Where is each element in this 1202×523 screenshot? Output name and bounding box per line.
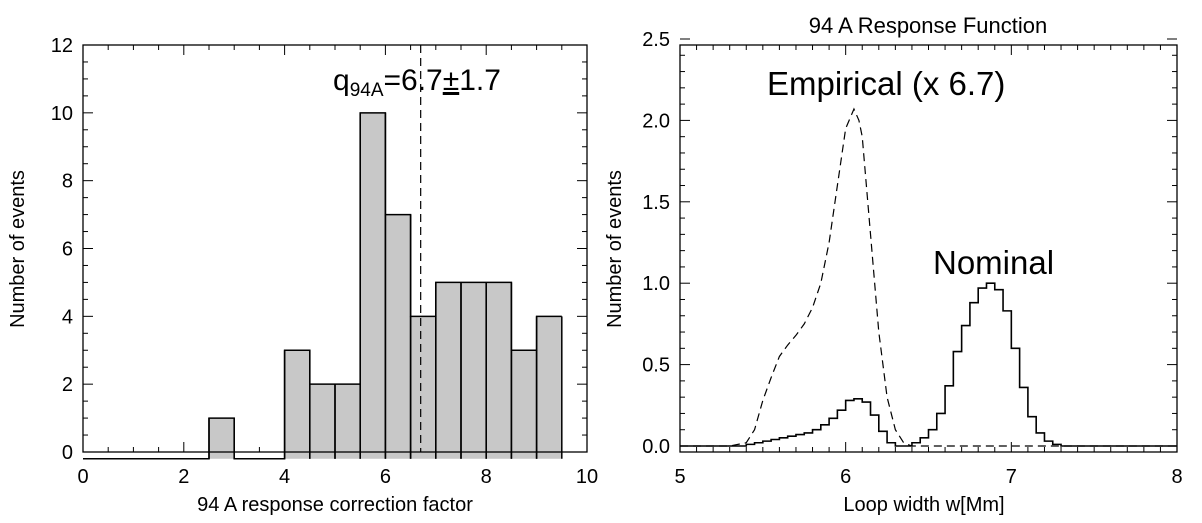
response-function-x-tick-label: 5 bbox=[674, 466, 685, 488]
histogram-bar bbox=[335, 384, 361, 459]
histogram-y-tick-label: 0 bbox=[62, 442, 73, 464]
histogram-x-tick-label: 0 bbox=[77, 466, 88, 488]
response-function-x-tick-label: 6 bbox=[840, 466, 851, 488]
histogram-y-axis-label: Number of events bbox=[7, 170, 29, 328]
histogram-x-axis-label: 94 A response correction factor bbox=[197, 494, 473, 516]
response-function-y-axis-label: Number of events bbox=[604, 170, 626, 328]
histogram-bar bbox=[435, 282, 461, 459]
response-function-panel: 94 A Response Function 5 6 7 8 0.0 0.5 1.0 1.5… bbox=[604, 13, 1183, 516]
response-function-y-tick-label: 1.5 bbox=[642, 192, 670, 214]
histogram-bar bbox=[486, 282, 512, 459]
nominal-curve-label: Nominal bbox=[933, 244, 1054, 281]
response-function-y-tick-label: 2.5 bbox=[642, 29, 670, 51]
response-function-x-tick-label: 7 bbox=[1006, 466, 1017, 488]
response-function-y-tick-label: 0.0 bbox=[642, 436, 670, 458]
response-function-frame bbox=[679, 44, 1178, 453]
histogram-bar bbox=[360, 112, 386, 459]
response-function-y-tick-label: 0.5 bbox=[642, 355, 670, 377]
empirical-dashed-curve bbox=[680, 107, 1177, 447]
response-function-x-axis-label: Loop width w[Mm] bbox=[843, 494, 1004, 516]
response-function-ticks bbox=[679, 38, 1178, 452]
histogram-y-tick-label: 10 bbox=[51, 103, 73, 125]
histogram-x-tick-label: 4 bbox=[279, 466, 290, 488]
histogram-y-tick-label: 8 bbox=[62, 171, 73, 193]
histogram-bar bbox=[209, 418, 235, 459]
nominal-step-curve bbox=[680, 282, 1177, 447]
response-function-title: 94 A Response Function bbox=[809, 13, 1048, 38]
histogram-bar bbox=[536, 316, 562, 459]
histogram-y-tick-labels: 0 2 4 6 8 10 12 bbox=[51, 35, 73, 464]
histogram-bar bbox=[309, 384, 335, 459]
histogram-y-tick-label: 6 bbox=[62, 239, 73, 261]
response-function-y-tick-label: 2.0 bbox=[642, 110, 670, 132]
histogram-y-tick-label: 2 bbox=[62, 374, 73, 396]
histogram-bar bbox=[410, 316, 436, 459]
response-function-x-tick-labels: 5 6 7 8 bbox=[674, 466, 1182, 488]
histogram-y-tick-label: 12 bbox=[51, 35, 73, 57]
histogram-bars bbox=[208, 112, 563, 459]
response-function-y-tick-labels: 0.0 0.5 1.0 1.5 2.0 2.5 bbox=[642, 29, 670, 458]
histogram-outline bbox=[83, 112, 562, 460]
response-function-y-tick-label: 1.0 bbox=[642, 273, 670, 295]
histogram-bar bbox=[461, 282, 487, 459]
empirical-curve-label: Empirical (x 6.7) bbox=[767, 65, 1005, 102]
histogram-bar bbox=[385, 214, 411, 459]
histogram-bar bbox=[511, 350, 537, 459]
histogram-bar bbox=[284, 350, 310, 459]
histogram-x-tick-label: 2 bbox=[178, 466, 189, 488]
response-function-x-tick-label: 8 bbox=[1171, 466, 1182, 488]
histogram-panel: 0 2 4 6 8 10 0 2 4 6 8 10 12 94 A response correcti… bbox=[7, 35, 598, 516]
histogram-ticks bbox=[82, 44, 588, 453]
histogram-x-tick-label: 10 bbox=[576, 466, 598, 488]
histogram-x-tick-labels: 0 2 4 6 8 10 bbox=[77, 466, 598, 488]
histogram-x-tick-label: 6 bbox=[380, 466, 391, 488]
correction-factor-annotation: q94A=6.7±1.7 bbox=[333, 64, 501, 101]
histogram-x-tick-label: 8 bbox=[481, 466, 492, 488]
histogram-y-tick-label: 4 bbox=[62, 306, 73, 328]
